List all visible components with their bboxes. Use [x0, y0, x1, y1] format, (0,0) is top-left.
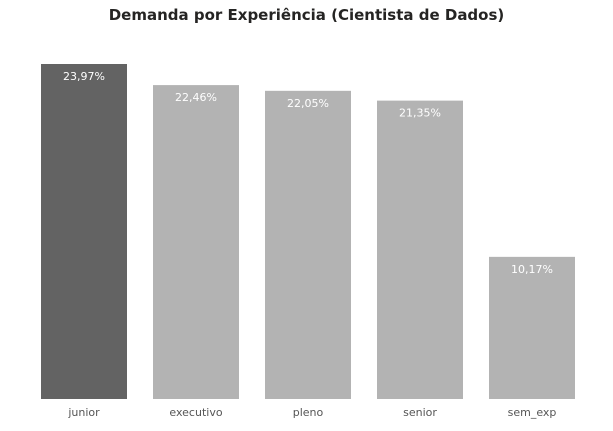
chart-title: Demanda por Experiência (Cientista de Da…: [108, 6, 505, 24]
x-tick-senior: senior: [403, 406, 437, 419]
x-tick-sem_exp: sem_exp: [508, 406, 557, 419]
data-labels-layer: 23,97% 22,46% 22,05% 21,35% 10,17%: [63, 70, 553, 276]
x-tick-pleno: pleno: [293, 406, 324, 419]
data-label-executivo: 22,46%: [175, 91, 217, 104]
x-axis-ticks: junior executivo pleno senior sem_exp: [67, 406, 556, 419]
bars-layer: [41, 64, 575, 400]
x-tick-executivo: executivo: [169, 406, 222, 419]
data-label-pleno: 22,05%: [287, 97, 329, 110]
data-label-senior: 21,35%: [399, 107, 441, 120]
bar-pleno[interactable]: [265, 90, 351, 399]
bar-executivo[interactable]: [153, 85, 239, 400]
bar-junior[interactable]: [41, 64, 127, 399]
data-label-sem_exp: 10,17%: [511, 263, 553, 276]
bar-sem_exp[interactable]: [489, 256, 575, 399]
data-label-junior: 23,97%: [63, 70, 105, 83]
x-tick-junior: junior: [67, 406, 100, 419]
bar-senior[interactable]: [377, 100, 463, 399]
